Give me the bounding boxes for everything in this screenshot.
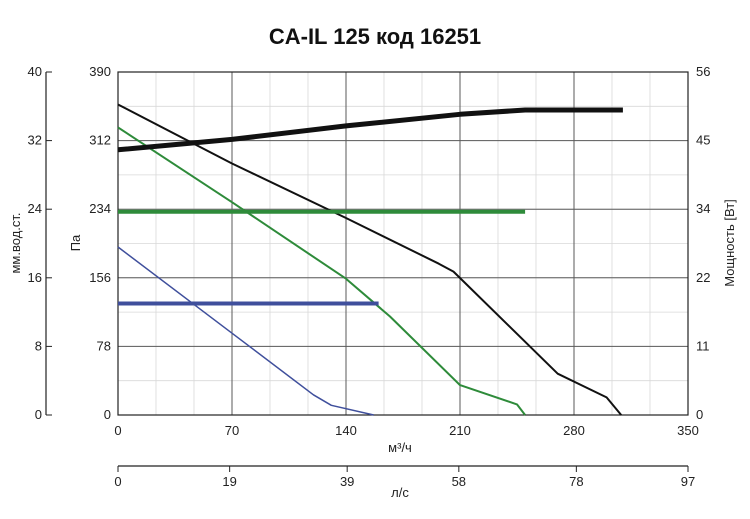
y2-tick-label: 11 bbox=[696, 338, 710, 353]
y-tick-label: 0 bbox=[104, 407, 111, 422]
y-tick-label: 312 bbox=[89, 133, 111, 148]
y2-axis-title: Мощность [Вт] bbox=[722, 199, 737, 287]
y2-tick-label: 56 bbox=[696, 64, 710, 79]
y-outer-tick-label: 32 bbox=[28, 133, 42, 148]
x2-tick-label: 97 bbox=[681, 474, 695, 489]
y-outer-tick-label: 24 bbox=[28, 201, 42, 216]
x-tick-label: 210 bbox=[449, 423, 471, 438]
axes bbox=[45, 71, 689, 472]
grid bbox=[117, 71, 689, 416]
y-tick-label: 234 bbox=[89, 201, 111, 216]
x2-tick-label: 39 bbox=[340, 474, 354, 489]
y2-tick-label: 22 bbox=[696, 270, 710, 285]
x-tick-label: 280 bbox=[563, 423, 585, 438]
y2-tick-label: 0 bbox=[696, 407, 703, 422]
x-axis-title: м³/ч bbox=[388, 440, 412, 455]
y-outer-tick-label: 16 bbox=[28, 270, 42, 285]
plot-frame bbox=[117, 71, 689, 416]
y-tick-label: 78 bbox=[97, 338, 111, 353]
x2-tick-label: 78 bbox=[569, 474, 583, 489]
y-outer-tick-label: 0 bbox=[35, 407, 42, 422]
series-line bbox=[117, 107, 623, 153]
x-tick-label: 70 bbox=[225, 423, 239, 438]
x2-axis-title: л/с bbox=[391, 485, 409, 500]
x2-tick-label: 0 bbox=[114, 474, 121, 489]
x-tick-label: 350 bbox=[677, 423, 699, 438]
y-tick-label: 390 bbox=[89, 64, 111, 79]
y-outer-tick-label: 40 bbox=[28, 64, 42, 79]
x-tick-label: 140 bbox=[335, 423, 357, 438]
x-tick-label: 0 bbox=[114, 423, 121, 438]
x2-tick-label: 19 bbox=[222, 474, 236, 489]
x2-tick-label: 58 bbox=[452, 474, 466, 489]
y-outer-axis-title: мм.вод.ст. bbox=[8, 212, 23, 273]
y-outer-tick-label: 8 bbox=[35, 338, 42, 353]
y2-tick-label: 34 bbox=[696, 201, 710, 216]
y-axis-title: Па bbox=[68, 234, 83, 251]
y-tick-label: 156 bbox=[89, 270, 111, 285]
y2-tick-label: 45 bbox=[696, 133, 710, 148]
chart-title: CA-IL 125 код 16251 bbox=[269, 24, 481, 49]
series-line bbox=[117, 126, 526, 416]
series-line bbox=[117, 103, 622, 416]
series-layer bbox=[117, 103, 623, 416]
